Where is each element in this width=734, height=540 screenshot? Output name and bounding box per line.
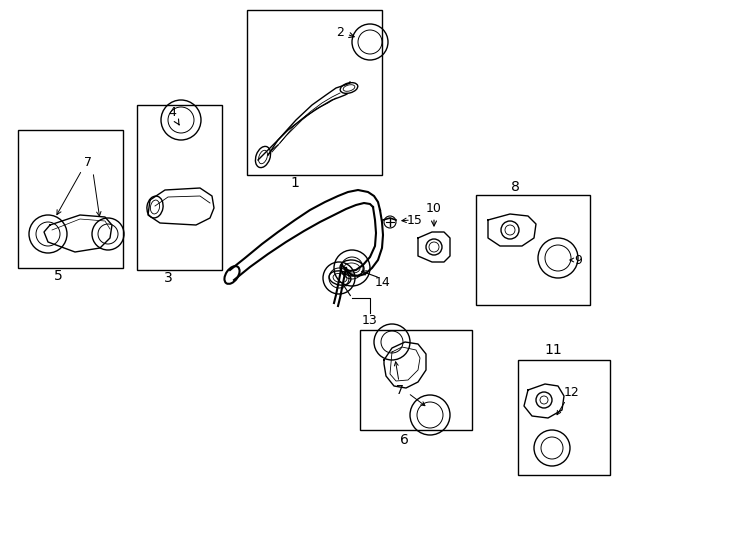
Text: 6: 6 [399,433,408,447]
Bar [137,105,222,270]
Bar [476,195,590,305]
Text: 1: 1 [291,176,299,190]
Text: 7: 7 [84,157,92,170]
Bar [247,10,382,175]
Text: 2: 2 [336,25,355,38]
Text: 10: 10 [426,201,442,226]
Text: 4: 4 [168,106,179,125]
Bar [518,360,610,475]
Text: 5: 5 [54,269,62,283]
Text: 15: 15 [407,213,423,226]
Text: 11: 11 [544,343,562,357]
Text: 7: 7 [396,383,404,396]
Text: 3: 3 [164,271,172,285]
Text: 13: 13 [362,314,378,327]
Bar [18,130,123,268]
Text: 8: 8 [511,180,520,194]
Text: 14: 14 [375,275,391,288]
Text: 9: 9 [574,253,582,267]
Text: 12: 12 [564,387,580,400]
Bar [360,330,472,430]
